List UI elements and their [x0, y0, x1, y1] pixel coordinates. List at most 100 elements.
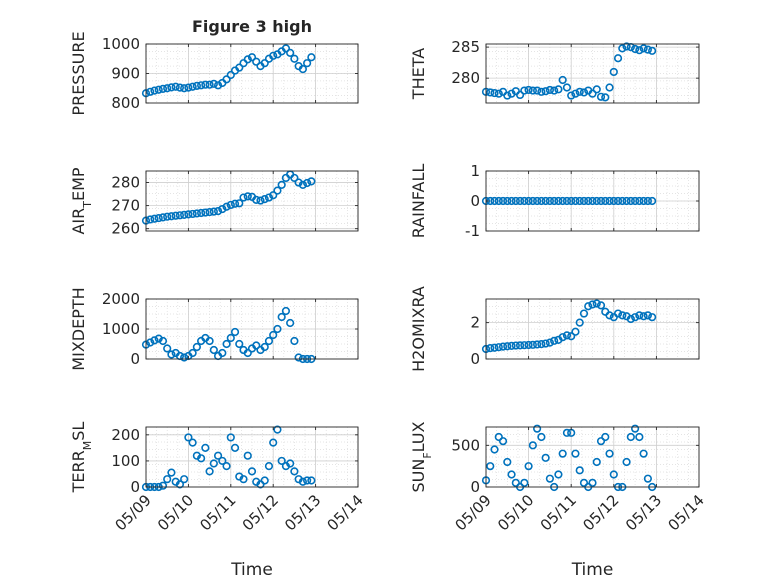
data-point: [635, 46, 644, 55]
data-point: [205, 467, 214, 476]
y-tick-label: 800: [111, 94, 140, 112]
series-markers: [481, 299, 657, 354]
subplot-sun_flux: 0 500 SUNFLUX 05/09 05/10 05/11 05/12 05/13 05/1…: [409, 421, 708, 580]
data-point: [503, 91, 512, 100]
data-point: [648, 46, 657, 55]
x-tick-label: 05/13: [281, 491, 324, 534]
data-point: [298, 64, 307, 74]
data-point: [579, 478, 589, 487]
data-point: [294, 178, 303, 187]
data-point: [588, 478, 597, 487]
data-point: [226, 333, 235, 343]
data-point: [294, 353, 303, 362]
data-point: [622, 457, 631, 467]
data-point: [226, 433, 235, 442]
data-point: [622, 196, 631, 206]
data-point: [541, 339, 550, 348]
data-point: [571, 89, 580, 98]
data-point: [290, 336, 299, 346]
subplot-rainfall: -1 0 1 RAINFALL: [409, 162, 700, 240]
data-point: [605, 449, 614, 458]
data-point: [601, 432, 610, 442]
data-point: [575, 466, 584, 475]
data-point: [520, 478, 529, 487]
y-tick-label: 280: [451, 69, 480, 87]
data-point: [163, 84, 172, 93]
data-point: [515, 341, 525, 350]
x-tick-label: 05/12: [579, 491, 622, 534]
data-point: [239, 193, 248, 202]
data-point: [290, 467, 299, 476]
data-point: [494, 432, 503, 442]
data-point: [537, 87, 546, 96]
y-axis-label: PRESSURE: [69, 31, 88, 115]
data-point: [201, 80, 210, 89]
data-point: [609, 67, 618, 77]
data-point: [175, 480, 185, 489]
data-point: [205, 336, 214, 346]
data-point: [154, 213, 163, 223]
data-point: [201, 443, 210, 452]
data-point: [524, 85, 533, 95]
data-point: [575, 196, 584, 206]
y-axis-label: TERRMSL: [69, 422, 94, 494]
data-point: [648, 313, 657, 322]
data-point: [290, 173, 299, 183]
data-point: [533, 340, 542, 349]
data-point: [269, 438, 278, 447]
grid: [145, 298, 359, 360]
data-point: [635, 311, 644, 320]
x-axis-label: Time: [571, 560, 614, 580]
x-tick-label: 05/09: [112, 491, 155, 534]
data-point: [201, 208, 210, 217]
data-point: [298, 180, 307, 189]
series-markers: [141, 170, 316, 225]
data-point: [507, 196, 516, 206]
y-axis-label: H2OMIXRA: [409, 286, 428, 372]
data-point: [558, 196, 567, 206]
data-point: [592, 299, 601, 308]
data-point: [273, 425, 282, 434]
data-point: [626, 432, 635, 442]
data-point: [260, 59, 269, 68]
data-point: [511, 341, 520, 350]
data-point: [188, 82, 197, 91]
data-point: [175, 211, 185, 220]
data-point: [562, 196, 572, 206]
data-point: [554, 85, 563, 94]
y-tick-label: 2: [470, 314, 480, 332]
data-point: [264, 336, 274, 346]
data-point: [243, 55, 252, 64]
data-point: [592, 85, 601, 94]
data-point: [601, 196, 610, 206]
data-point: [213, 81, 223, 90]
data-point: [180, 353, 189, 362]
data-point: [222, 462, 231, 471]
data-point: [213, 451, 223, 460]
data-point: [218, 204, 227, 214]
data-point: [286, 459, 295, 468]
data-point: [567, 91, 576, 100]
data-point: [533, 196, 542, 206]
data-point: [494, 343, 503, 352]
data-point: [158, 213, 168, 222]
axes-box: [485, 298, 700, 360]
data-point: [524, 340, 533, 350]
data-point: [209, 345, 218, 355]
data-point: [626, 314, 635, 324]
grid: [485, 44, 700, 103]
data-point: [239, 475, 248, 484]
y-tick-label: 270: [111, 197, 140, 215]
data-point: [596, 437, 606, 446]
data-point: [218, 456, 227, 466]
data-point: [286, 48, 295, 57]
data-point: [588, 89, 597, 98]
data-point: [180, 475, 189, 484]
data-point: [588, 196, 597, 206]
y-axis-label: MIXDEPTH: [69, 287, 88, 370]
data-point: [486, 343, 495, 353]
data-point: [158, 481, 168, 490]
data-point: [643, 311, 652, 320]
axes-box: [485, 426, 700, 488]
data-point: [618, 44, 627, 53]
